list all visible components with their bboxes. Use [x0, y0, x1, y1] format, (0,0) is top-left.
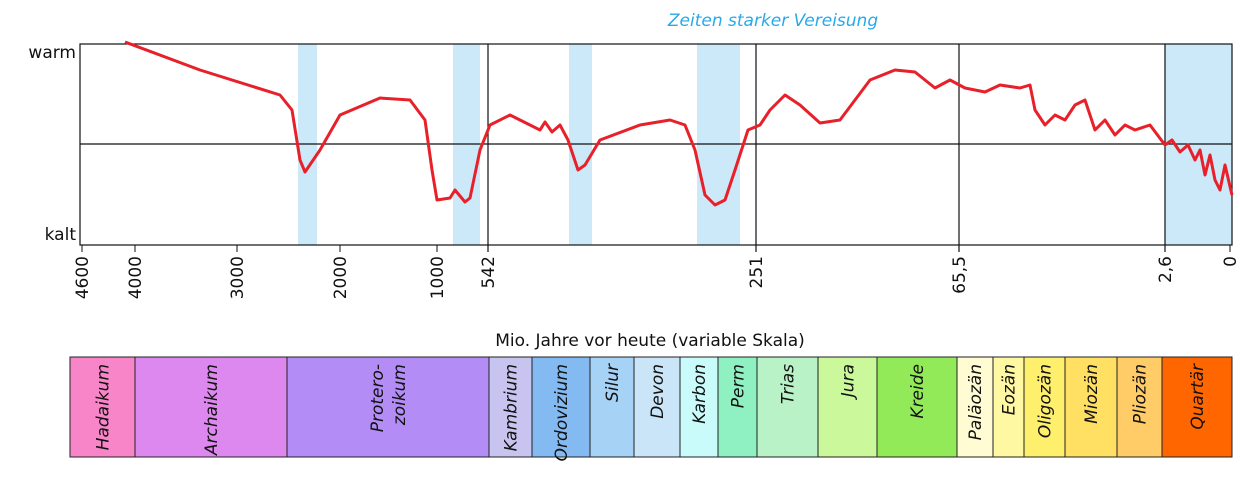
x-tick-label: 3000: [228, 256, 248, 299]
period-label: Quartär: [1188, 363, 1208, 430]
period-label: Hadaikum: [94, 364, 114, 450]
period-label: Jura: [839, 364, 859, 400]
period-block: [1023, 356, 1066, 458]
period-block: [633, 356, 681, 458]
period-label: zoikum: [390, 364, 410, 426]
period-label: Eozän: [1000, 364, 1020, 415]
x-tick-label: 2000: [331, 256, 351, 299]
period-label: Kreide: [908, 364, 928, 419]
period-label: Oligozän: [1036, 364, 1056, 438]
period-block: [817, 356, 878, 458]
period-block: [956, 356, 994, 458]
period-block: [134, 356, 288, 458]
period-block: [1064, 356, 1118, 458]
period-label: Ordovizium: [552, 364, 572, 461]
period-label: Protero-: [368, 364, 388, 432]
period-label: Archaikum: [202, 364, 222, 456]
period-block: [69, 356, 136, 458]
period-block: [679, 356, 719, 458]
period-label: Kambrium: [502, 364, 522, 451]
period-label: Miozän: [1082, 364, 1102, 424]
y-label-top: warm: [28, 43, 76, 63]
title: Zeiten starker Vereisung: [667, 11, 878, 31]
x-tick-label: 65,5: [950, 256, 970, 294]
period-block: [1161, 356, 1233, 458]
x-tick-label: 2,6: [1156, 256, 1176, 283]
x-ticks: 4600 4000 3000 2000 1000 542 251 65,5 2,6 0: [73, 245, 1240, 299]
period-label: Devon: [648, 364, 668, 419]
x-tick-label: 0: [1221, 256, 1240, 267]
period-label: Silur: [603, 363, 623, 402]
period-block: [1116, 356, 1163, 458]
period-block: [717, 356, 758, 458]
period-block: [286, 356, 490, 458]
period-label: Trias: [779, 364, 799, 404]
x-tick-label: 4000: [126, 256, 146, 299]
x-tick-label: 251: [747, 256, 767, 288]
axes: [79, 43, 1233, 252]
x-axis-label: Mio. Jahre vor heute (variable Skala): [495, 331, 805, 351]
period-block: [531, 356, 591, 458]
period-block: [756, 356, 819, 458]
period-label: Paläozän: [966, 364, 986, 440]
y-label-bottom: kalt: [45, 225, 77, 245]
period-label: Perm: [729, 364, 749, 408]
temperature-curve: [124, 40, 1234, 207]
x-tick-label: 1000: [428, 256, 448, 299]
period-label: Pliozän: [1131, 364, 1151, 424]
period-label: Karbon: [690, 364, 710, 424]
periods: Hadaikum Archaikum Protero-zoikum Kambrium O…: [69, 356, 1233, 461]
period-block: [876, 356, 958, 458]
x-tick-label: 4600: [73, 256, 93, 299]
x-tick-label: 542: [479, 256, 499, 288]
